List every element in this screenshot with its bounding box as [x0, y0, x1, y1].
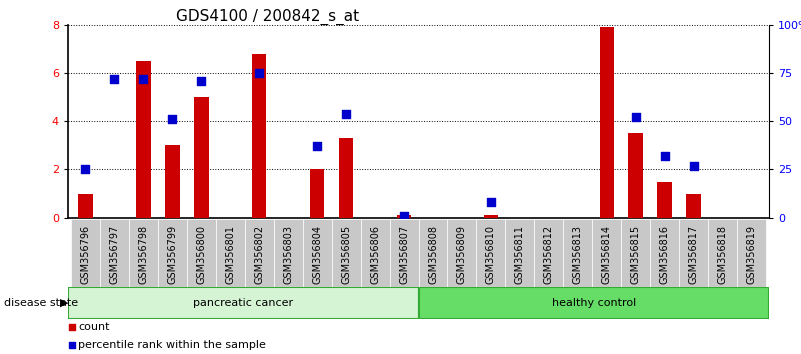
Text: GSM356816: GSM356816	[660, 225, 670, 284]
Text: GSM356799: GSM356799	[167, 225, 177, 284]
Bar	[418, 287, 769, 319]
Bar	[339, 138, 353, 218]
Text: GSM356813: GSM356813	[573, 225, 583, 284]
Text: GSM356817: GSM356817	[689, 225, 698, 284]
Text: percentile rank within the sample: percentile rank within the sample	[78, 340, 266, 350]
Text: GSM356804: GSM356804	[312, 225, 322, 284]
Text: healthy control: healthy control	[552, 298, 636, 308]
Point	[630, 115, 642, 120]
Bar	[686, 194, 701, 218]
Bar	[708, 219, 737, 290]
Bar	[484, 215, 498, 218]
Point	[658, 153, 671, 159]
Text: GSM356810: GSM356810	[486, 225, 496, 284]
Point	[108, 76, 121, 82]
Bar	[68, 287, 418, 319]
Point	[687, 163, 700, 169]
Point	[79, 167, 92, 172]
Text: GSM356815: GSM356815	[630, 225, 641, 284]
Bar	[418, 219, 448, 290]
Text: disease state: disease state	[4, 298, 78, 308]
Bar	[100, 219, 129, 290]
Text: pancreatic cancer: pancreatic cancer	[193, 298, 293, 308]
Bar	[658, 182, 672, 218]
Bar	[650, 219, 679, 290]
Text: GSM356819: GSM356819	[747, 225, 757, 284]
Text: GSM356806: GSM356806	[370, 225, 380, 284]
Bar	[215, 219, 245, 290]
Text: GDS4100 / 200842_s_at: GDS4100 / 200842_s_at	[176, 9, 360, 25]
Text: GSM356797: GSM356797	[110, 225, 119, 284]
Bar	[194, 97, 208, 218]
Bar	[136, 61, 151, 218]
Text: GSM356800: GSM356800	[196, 225, 207, 284]
Bar	[396, 215, 411, 218]
Bar	[274, 219, 303, 290]
Text: GSM356805: GSM356805	[341, 225, 351, 284]
Text: GSM356808: GSM356808	[428, 225, 438, 284]
Bar	[71, 219, 100, 290]
Bar	[563, 219, 592, 290]
Text: GSM356798: GSM356798	[139, 225, 148, 284]
Point	[340, 111, 352, 116]
Text: GSM356802: GSM356802	[254, 225, 264, 284]
Bar	[622, 219, 650, 290]
Bar	[599, 27, 614, 218]
Point	[397, 213, 410, 219]
Text: GSM356796: GSM356796	[80, 225, 91, 284]
Bar	[360, 219, 389, 290]
Bar	[245, 219, 274, 290]
Text: GSM356803: GSM356803	[284, 225, 293, 284]
Text: GSM356807: GSM356807	[399, 225, 409, 284]
Bar	[310, 170, 324, 218]
Text: count: count	[78, 322, 110, 332]
Bar	[252, 54, 267, 218]
Bar	[78, 194, 93, 218]
Text: GSM356812: GSM356812	[544, 225, 553, 284]
Bar	[303, 219, 332, 290]
Bar	[679, 219, 708, 290]
Bar	[477, 219, 505, 290]
Point	[137, 76, 150, 82]
Point	[253, 70, 266, 76]
Point	[485, 199, 497, 205]
Bar	[629, 133, 643, 218]
Bar	[158, 219, 187, 290]
Bar	[187, 219, 215, 290]
Text: GSM356814: GSM356814	[602, 225, 612, 284]
Bar	[737, 219, 766, 290]
Text: GSM356801: GSM356801	[225, 225, 235, 284]
Bar	[448, 219, 477, 290]
Bar	[505, 219, 534, 290]
Bar	[129, 219, 158, 290]
Bar	[332, 219, 360, 290]
Text: GSM356811: GSM356811	[515, 225, 525, 284]
Text: GSM356809: GSM356809	[457, 225, 467, 284]
Text: ▶: ▶	[60, 298, 69, 308]
Bar	[165, 145, 179, 218]
Point	[311, 143, 324, 149]
Point	[166, 116, 179, 122]
Bar	[389, 219, 418, 290]
Bar	[592, 219, 622, 290]
Text: GSM356818: GSM356818	[718, 225, 727, 284]
Point	[298, 253, 311, 259]
Bar	[534, 219, 563, 290]
Point	[298, 92, 311, 98]
Point	[195, 78, 207, 84]
